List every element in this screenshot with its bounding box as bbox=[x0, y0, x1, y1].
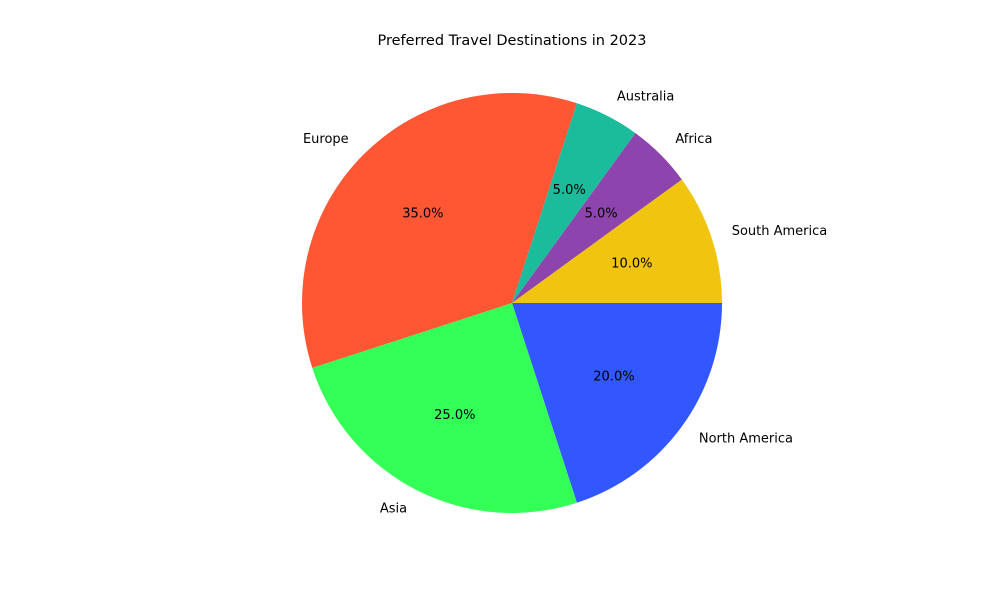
slice-label-asia: Asia bbox=[380, 501, 407, 516]
slice-percent-africa: 5.0% bbox=[585, 206, 618, 221]
slice-label-europe: Europe bbox=[303, 132, 349, 147]
pie-percent-labels: 20.0% 25.0% 35.0% 5.0% 5.0% 10.0% bbox=[402, 183, 652, 423]
slice-percent-asia: 25.0% bbox=[434, 408, 475, 423]
pie-slice-australia bbox=[512, 103, 636, 303]
chart-title: Preferred Travel Destinations in 2023 bbox=[378, 33, 647, 49]
slice-percent-australia: 5.0% bbox=[553, 183, 586, 198]
pie-slice-south-america bbox=[512, 179, 722, 303]
slice-label-africa: Africa bbox=[675, 132, 712, 147]
pie-slices bbox=[302, 93, 722, 513]
pie-slice-north-america bbox=[512, 303, 722, 503]
pie-slice-africa bbox=[512, 133, 682, 303]
pie-labels: North America Asia Europe Australia Africa So… bbox=[303, 90, 827, 517]
slice-label-north-america: North America bbox=[699, 431, 793, 446]
slice-percent-europe: 35.0% bbox=[402, 206, 443, 221]
pie-slice-europe bbox=[302, 93, 577, 368]
slice-percent-north-america: 20.0% bbox=[593, 370, 634, 385]
slice-label-australia: Australia bbox=[617, 90, 675, 105]
slice-percent-south-america: 10.0% bbox=[611, 257, 652, 272]
slice-label-south-america: South America bbox=[732, 224, 828, 239]
pie-slice-asia bbox=[312, 303, 577, 513]
